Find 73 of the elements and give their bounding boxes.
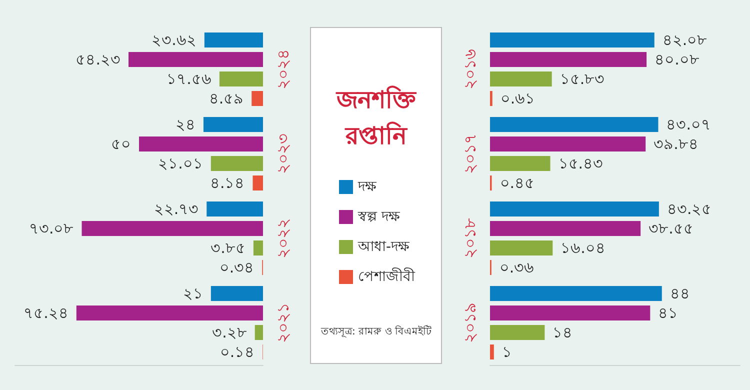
y-tick-label: ২০১৭ xyxy=(460,134,480,174)
y-tick-label: ২০১৬ xyxy=(460,49,480,90)
data-label: ৩৮.৫৫ xyxy=(648,220,694,238)
bar xyxy=(139,136,263,152)
data-label: ৪৪ xyxy=(670,284,690,302)
bar xyxy=(76,306,263,320)
bar xyxy=(490,156,550,171)
legend-label: আধা-দক্ষ xyxy=(357,239,410,255)
y-tick-label: ২০২৩ xyxy=(274,134,292,174)
bar xyxy=(210,286,263,301)
data-label: ১৪ xyxy=(552,324,573,342)
data-label: ৩৯.৮৪ xyxy=(654,135,698,153)
bar xyxy=(82,221,263,236)
y-tick-label: ২০১৮ xyxy=(460,217,480,258)
data-label: ৩.২৮ xyxy=(212,324,247,342)
data-label: ৭৫.২৪ xyxy=(24,304,68,322)
bar xyxy=(490,286,662,301)
data-label: ৩.৮৫ xyxy=(210,239,246,257)
text: তথ্যসূত্র: রামরু ও বিএমইটি xyxy=(320,324,432,338)
bar xyxy=(128,52,263,67)
data-label: ২১ xyxy=(182,284,203,302)
bar xyxy=(490,306,650,320)
bar xyxy=(219,72,263,86)
data-label: ৭৩.০৮ xyxy=(28,220,74,238)
data-label: ৪৩.২৫ xyxy=(666,200,712,218)
data-label: ০.৩৪ xyxy=(219,258,254,276)
bar xyxy=(204,32,263,48)
data-label: ৪১ xyxy=(658,304,678,322)
data-label: ৫৪.২৩ xyxy=(76,50,121,68)
bar xyxy=(490,117,658,132)
bar xyxy=(254,325,263,340)
data-label: ০.১৪ xyxy=(220,343,255,361)
bar xyxy=(253,240,263,256)
data-label: ১৫.৪৩ xyxy=(558,154,604,172)
y-tick-label: ২০১৯ xyxy=(460,302,480,343)
legend-label: পেশাজীবী xyxy=(358,268,416,285)
data-label: ২৪ xyxy=(175,116,196,134)
data-label: ০.৪৫ xyxy=(500,174,535,192)
data-label: ১৬.০৪ xyxy=(560,239,606,257)
bar xyxy=(490,136,646,152)
bar xyxy=(490,52,647,67)
data-label: ২৩.৬২ xyxy=(152,31,196,49)
bar xyxy=(490,202,659,216)
data-label: ২১.০১ xyxy=(158,154,203,172)
text: জনশক্তি রপ্তানি xyxy=(336,85,418,150)
data-label: ৫০ xyxy=(111,135,131,153)
y-tick-label: ২০২১ xyxy=(274,302,292,343)
y-tick-label: ২০২২ xyxy=(274,218,292,258)
bar xyxy=(252,91,263,106)
data-label: ১৫.৮৩ xyxy=(560,70,605,88)
data-label: ০.৩৬ xyxy=(499,258,534,276)
bar xyxy=(490,325,545,340)
bar xyxy=(252,176,263,190)
bar xyxy=(210,156,263,171)
y-tick-label: ২০২৪ xyxy=(274,49,292,90)
bar xyxy=(490,221,641,236)
bar xyxy=(203,117,263,132)
data-label: ১৭.৫৬ xyxy=(166,70,212,88)
bar xyxy=(490,344,494,360)
data-label: ৪২.০৮ xyxy=(662,31,708,49)
data-label: ৪.১৪ xyxy=(210,174,245,192)
legend-label: দক্ষ xyxy=(357,179,377,195)
data-label: ৪০.০৮ xyxy=(654,50,700,68)
data-label: ৪৩.০৭ xyxy=(666,116,712,134)
data-label: ১ xyxy=(502,343,512,361)
bar xyxy=(490,32,654,48)
legend-label: স্বল্প দক্ষ xyxy=(357,209,400,225)
data-label: ০.৬১ xyxy=(500,90,536,108)
data-label: ৪.৫৯ xyxy=(208,90,244,108)
bar xyxy=(206,202,263,216)
bar xyxy=(490,72,552,86)
bar xyxy=(490,240,553,256)
data-label: ২২.৭৩ xyxy=(154,200,199,218)
